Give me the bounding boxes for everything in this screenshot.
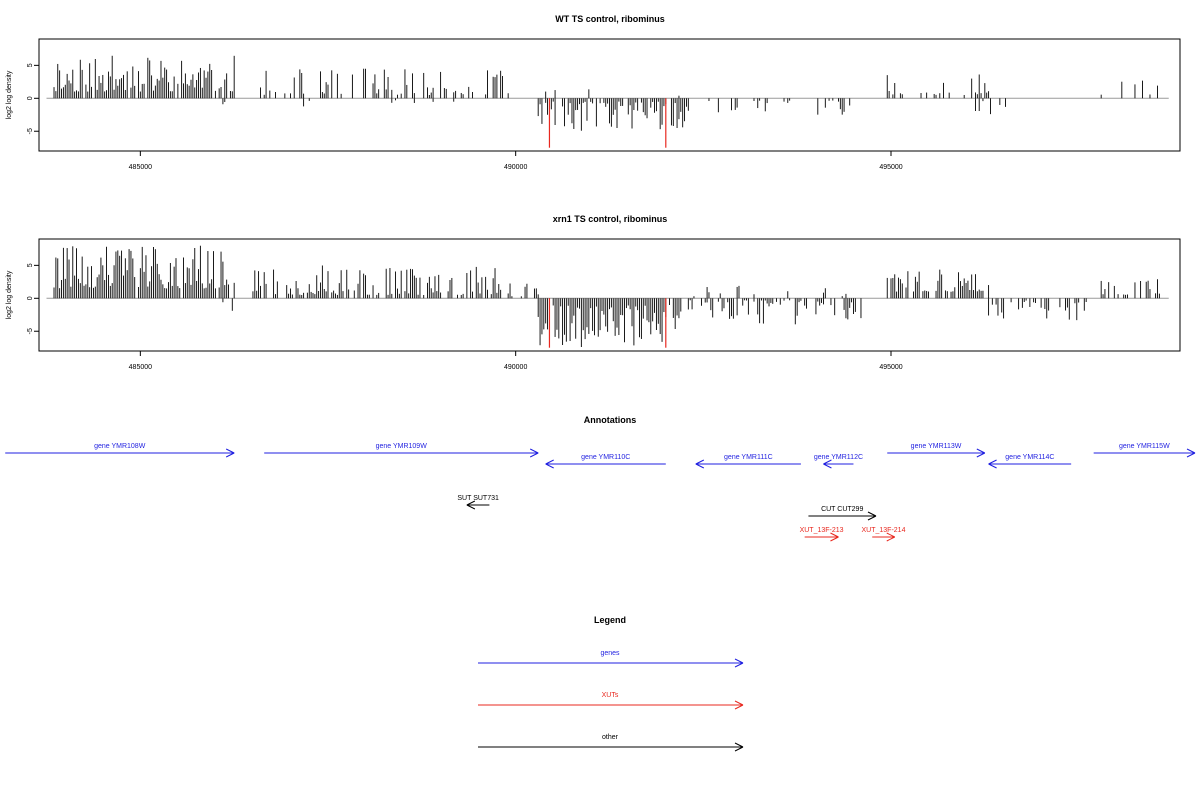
feature-other-arrow: SUT SUT731 (457, 495, 499, 510)
wt-track: WT TS control, ribominus log2 log densit… (6, 14, 1181, 171)
xrn1-signal-bars (46, 245, 1169, 348)
feature-xut-arrow: XUT_13F-214 (862, 527, 906, 542)
legend-item-gene: genes (478, 650, 744, 668)
feature-label: gene YMR110C (581, 454, 630, 461)
xrn1-plot-frame (38, 238, 1181, 352)
feature-label: XUT_13F-214 (862, 527, 906, 534)
wt-plot-frame (38, 38, 1181, 152)
xrn1-track-title: xrn1 TS control, ribominus (553, 214, 668, 224)
xrn1-y-tick-label: 0 (27, 296, 34, 300)
feature-gene-arrow: gene YMR111C (695, 454, 801, 469)
annotations-title: Annotations (584, 415, 637, 425)
feature-gene-arrow: gene YMR112C (814, 454, 863, 469)
wt-track-title: WT TS control, ribominus (555, 14, 665, 24)
legend-item-label: XUTs (602, 692, 619, 699)
feature-label: gene YMR112C (814, 454, 863, 461)
wt-x-axis: 485000 490000 495000 (129, 151, 903, 171)
xrn1-y-tick-label: 5 (27, 263, 34, 267)
feature-label: gene YMR109W (376, 443, 428, 450)
xrn1-x-tick-label: 495000 (879, 364, 902, 371)
legend-item-xut: XUTs (478, 692, 744, 710)
annotation-features: gene YMR108W gene YMR109W gene YMR110C gene… (5, 443, 1196, 542)
legend-title: Legend (594, 615, 626, 625)
wt-y-tick-label: 5 (27, 63, 34, 67)
xrn1-track: xrn1 TS control, ribominus log2 log dens… (6, 214, 1181, 371)
feature-label: gene YMR115W (1119, 443, 1170, 450)
feature-label: gene YMR111C (724, 454, 773, 461)
feature-other-arrow: CUT CUT299 (808, 506, 877, 521)
feature-label: gene YMR114C (1005, 454, 1054, 461)
legend-items: genes XUTs other (478, 650, 744, 752)
wt-y-tick-label: -5 (27, 128, 34, 134)
xrn1-x-axis: 485000 490000 495000 (129, 351, 903, 371)
xrn1-y-axis: -5 0 5 (27, 263, 39, 334)
wt-y-tick-label: 0 (27, 96, 34, 100)
feature-label: gene YMR108W (94, 443, 146, 450)
feature-gene-arrow: gene YMR114C (988, 454, 1072, 469)
wt-x-tick-label: 495000 (879, 164, 902, 171)
feature-gene-arrow: gene YMR108W (5, 443, 235, 458)
legend-item-label: other (602, 734, 619, 741)
legend-item-label: genes (600, 650, 620, 657)
wt-signal-bars (46, 55, 1169, 148)
feature-label: gene YMR113W (911, 443, 962, 450)
xrn1-x-tick-label: 485000 (129, 364, 152, 371)
feature-gene-arrow: gene YMR109W (264, 443, 539, 458)
wt-x-tick-label: 485000 (129, 164, 152, 171)
feature-gene-arrow: gene YMR115W (1093, 443, 1196, 458)
wt-y-axis-label: log2 log density (6, 70, 13, 119)
feature-label: XUT_13F-213 (800, 527, 844, 534)
feature-gene-arrow: gene YMR113W (887, 443, 986, 458)
wt-x-tick-label: 490000 (504, 164, 527, 171)
legend-item-other: other (478, 734, 744, 752)
feature-label: CUT CUT299 (821, 506, 863, 513)
annotations-panel: Annotations gene YMR108W gene YMR109Wgene… (5, 415, 1196, 542)
feature-xut-arrow: XUT_13F-213 (800, 527, 844, 542)
xrn1-y-tick-label: -5 (27, 328, 34, 334)
xrn1-x-tick-label: 490000 (504, 364, 527, 371)
feature-label: SUT SUT731 (457, 495, 499, 502)
wt-y-axis: -5 0 5 (27, 63, 39, 134)
xrn1-y-axis-label: log2 log density (6, 270, 13, 319)
feature-gene-arrow: gene YMR110C (545, 454, 666, 469)
legend: Legend genes XUTs other (478, 615, 744, 752)
